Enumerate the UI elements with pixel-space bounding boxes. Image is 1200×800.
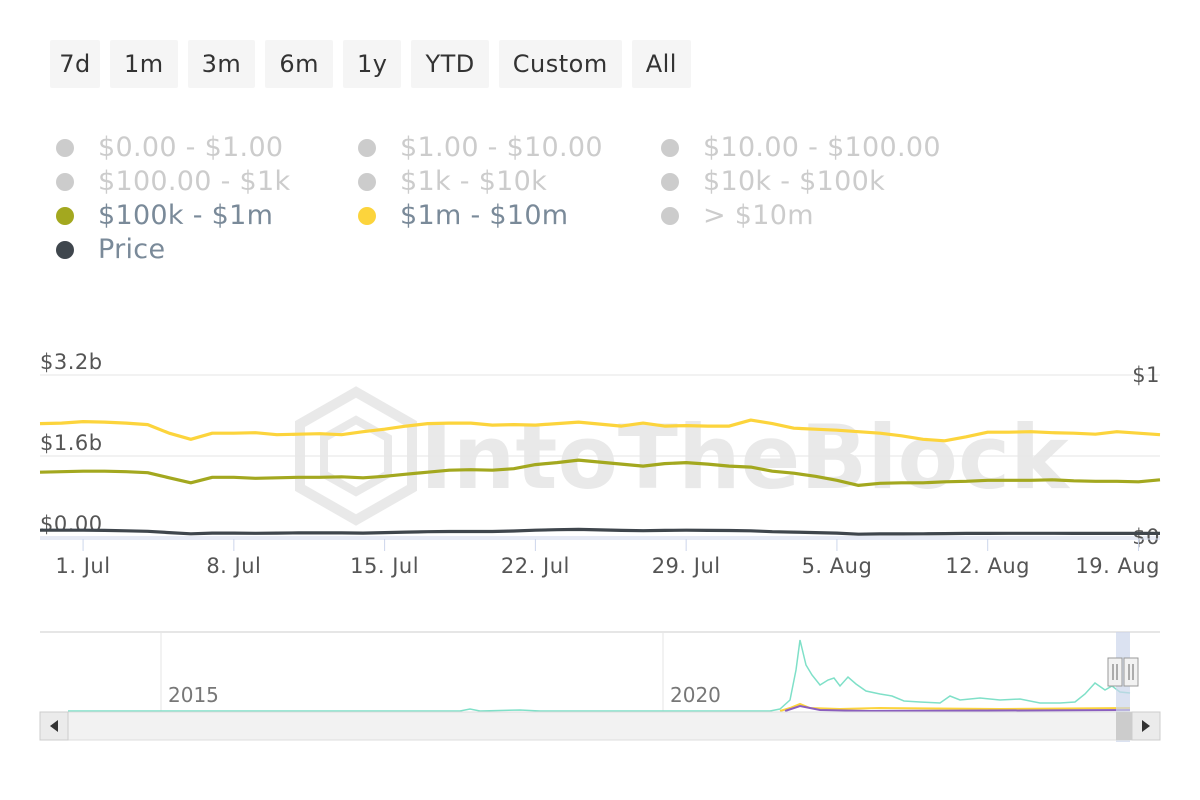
legend-item-1k-10k[interactable]: $1k - $10k	[358, 166, 547, 197]
legend-item-10-100[interactable]: $10.00 - $100.00	[661, 132, 941, 163]
legend-item-1-10[interactable]: $1.00 - $10.00	[358, 132, 603, 163]
legend-label: $1k - $10k	[400, 166, 548, 197]
legend-label: $1.00 - $10.00	[400, 132, 603, 163]
series-line-0	[39, 418, 1161, 443]
range-button-ytd[interactable]: YTD	[411, 40, 489, 88]
legend-dot-icon	[358, 138, 376, 157]
navigator[interactable]: 2015 2020	[0, 620, 1200, 750]
navigator-handle-left[interactable]	[1107, 657, 1123, 687]
legend-dot-icon	[358, 172, 376, 191]
legend-label: $10.00 - $100.00	[703, 132, 941, 163]
navigator-year-label-2020: 2020	[670, 683, 721, 707]
legend-dot-icon	[358, 206, 376, 225]
range-button-7d[interactable]: 7d	[50, 40, 100, 88]
legend-dot-icon	[56, 206, 74, 225]
scroll-left-button[interactable]	[39, 711, 69, 741]
legend-item-100-1k[interactable]: $100.00 - $1k	[56, 166, 290, 197]
legend-label: $10k - $100k	[703, 166, 886, 197]
y-left-tick-label: $3.2b	[40, 350, 103, 374]
range-button-3m[interactable]: 3m	[187, 40, 256, 88]
legend-dot-icon	[56, 172, 74, 191]
navigator-handle-right[interactable]	[1123, 657, 1139, 687]
legend-label: > $10m	[703, 200, 814, 231]
range-button-1m[interactable]: 1m	[110, 40, 178, 88]
series-line-2	[40, 527, 1160, 536]
legend-label: $1m - $10m	[400, 200, 569, 231]
legend-dot-icon	[56, 138, 74, 157]
y-right-tick-label: $0	[1132, 525, 1160, 549]
x-tick-label: 8. Jul	[206, 554, 261, 578]
x-tick-label: 1. Jul	[56, 554, 111, 578]
arrow-right-icon	[1142, 720, 1150, 732]
range-button-custom[interactable]: Custom	[498, 40, 622, 88]
legend-label: $100.00 - $1k	[98, 166, 291, 197]
y-axis-left: $0.00 $1.6b $3.2b	[40, 350, 103, 536]
x-tick-label: 22. Jul	[501, 554, 570, 578]
legend-item-100k-1m[interactable]: $100k - $1m	[56, 200, 273, 231]
grid	[40, 374, 1160, 538]
scrollbar-thumb[interactable]	[1116, 712, 1134, 740]
legend-item-over-10m[interactable]: > $10m	[661, 200, 814, 231]
y-axis-right: $0 $1	[1132, 363, 1160, 549]
legend-item-1m-10m[interactable]: $1m - $10m	[358, 200, 568, 231]
legend-dot-icon	[56, 240, 74, 259]
range-button-6m[interactable]: 6m	[265, 40, 333, 88]
x-tick-label: 12. Aug	[945, 554, 1030, 578]
x-tick-label: 19. Aug	[1075, 554, 1160, 578]
series-line-1	[39, 458, 1161, 487]
x-tick-label: 15. Jul	[350, 554, 419, 578]
series-lines	[39, 418, 1161, 536]
x-tick-label: 29. Jul	[652, 554, 721, 578]
range-button-1y[interactable]: 1y	[342, 40, 402, 88]
scroll-right-button[interactable]	[1131, 711, 1161, 741]
navigator-series-line	[68, 639, 1131, 712]
legend-item-price[interactable]: Price	[56, 234, 165, 265]
y-right-tick-label: $1	[1132, 363, 1160, 387]
legend-label: $100k - $1m	[98, 200, 274, 231]
main-chart: IntoTheBlock $0.00$1.6b$3.2b $0$1 1. Jul…	[39, 350, 1161, 578]
scrollbar-track[interactable]	[39, 711, 1161, 741]
y-left-tick-label: $0.00	[40, 512, 103, 536]
navigator-series-line-2	[779, 702, 1131, 712]
navigator-series-line-3	[784, 704, 1131, 713]
range-selector: 7d 1m 3m 6m 1y YTD Custom All	[50, 40, 691, 88]
legend-dot-icon	[661, 172, 679, 191]
legend-label: $0.00 - $1.00	[98, 132, 284, 163]
legend-dot-icon	[661, 138, 679, 157]
x-tick-label: 5. Aug	[802, 554, 873, 578]
x-axis: 1. Jul 8. Jul 15. Jul 22. Jul 29. Jul 5. Aug 1…	[40, 538, 1160, 578]
legend-label: Price	[98, 234, 166, 265]
legend-item-10k-100k[interactable]: $10k - $100k	[661, 166, 885, 197]
y-left-tick-label: $1.6b	[40, 431, 103, 455]
arrow-left-icon	[50, 720, 58, 732]
legend-item-0-1[interactable]: $0.00 - $1.00	[56, 132, 283, 163]
navigator-year-label-2015: 2015	[168, 683, 219, 707]
legend-dot-icon	[661, 206, 679, 225]
range-button-all[interactable]: All	[631, 40, 691, 88]
